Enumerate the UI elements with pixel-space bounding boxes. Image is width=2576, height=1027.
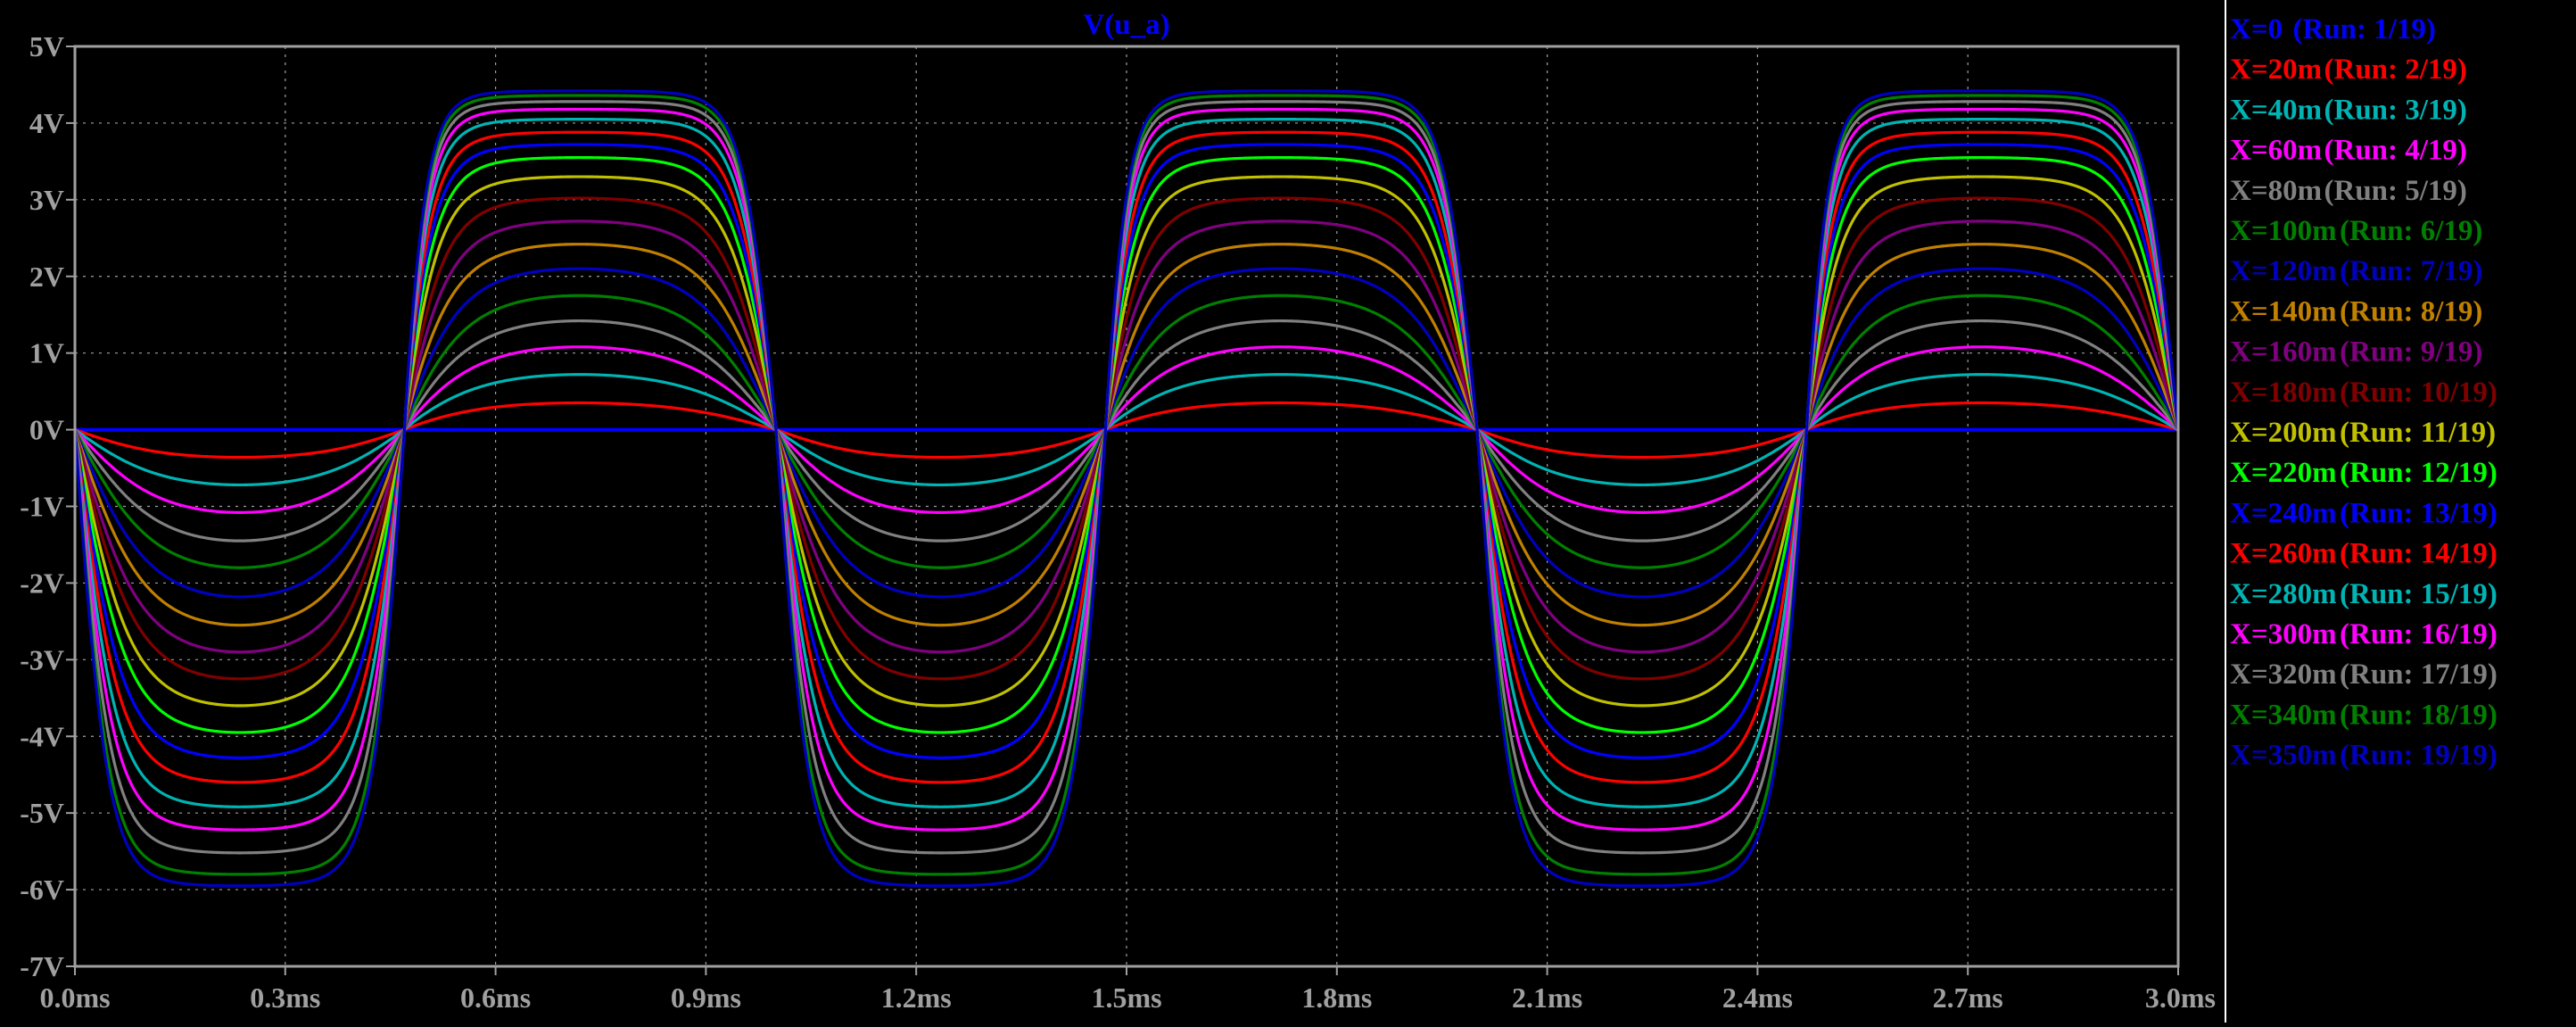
legend-entry-run: (Run: 9/19) xyxy=(2340,336,2482,369)
legend-entry-run: (Run: 15/19) xyxy=(2340,578,2498,610)
x-tick-label: 1.2ms xyxy=(881,981,952,1014)
x-tick-label: 2.4ms xyxy=(1722,981,1793,1014)
legend-entry-run: (Run: 7/19) xyxy=(2340,255,2482,287)
x-tick-label: 1.5ms xyxy=(1091,981,1161,1014)
series-line xyxy=(73,143,2180,759)
legend-entry-name: X=20m xyxy=(2230,54,2322,86)
legend-entry-run: (Run: 10/19) xyxy=(2340,377,2498,409)
y-tick-label: 4V xyxy=(29,107,64,139)
series-line xyxy=(73,107,2180,832)
legend-entry-run: (Run: 19/19) xyxy=(2340,740,2498,772)
legend-entry-name: X=220m xyxy=(2230,457,2337,489)
legend-entry-name: X=100m xyxy=(2230,215,2337,247)
legend-entry-run: (Run: 3/19) xyxy=(2324,94,2467,126)
y-tick-label: 5V xyxy=(29,30,64,62)
legend-entry-name: X=260m xyxy=(2230,538,2337,570)
legend-background xyxy=(2226,0,2576,1023)
series-line xyxy=(73,118,2180,808)
y-tick-label: -6V xyxy=(20,874,64,906)
y-tick-label: -3V xyxy=(20,643,64,675)
legend-entry-run: (Run: 4/19) xyxy=(2324,135,2467,167)
y-tick-label: 3V xyxy=(29,184,64,216)
waveform-plot[interactable]: 0.0ms 0.3ms 0.6ms 0.9ms 1.2ms 1.5ms 1.8ms 2.1ms… xyxy=(0,0,2225,1023)
legend-entry-name: X=200m xyxy=(2230,417,2337,449)
legend-entry-run: (Run: 12/19) xyxy=(2340,457,2498,489)
y-tick-label: 0V xyxy=(29,414,64,446)
y-tick-label: 1V xyxy=(29,337,64,369)
series-line xyxy=(73,155,2180,734)
legend-entry-run: (Run: 16/19) xyxy=(2340,618,2498,650)
y-tick-label: -2V xyxy=(20,567,64,599)
legend-entry-name: X=160m xyxy=(2230,336,2337,369)
legend-entry-name: X=80m xyxy=(2230,175,2322,207)
x-tick-label: 2.7ms xyxy=(1933,981,2003,1014)
legend-entry-name: X=180m xyxy=(2230,377,2337,409)
series-line xyxy=(73,243,2180,627)
series-line xyxy=(74,373,2179,487)
x-tick-label: 0.0ms xyxy=(39,981,110,1014)
legend-entry-name: X=40m xyxy=(2230,94,2322,126)
legend-entry-name: X=300m xyxy=(2230,618,2337,650)
legend-entry-name: X=350m xyxy=(2230,740,2337,772)
legend-entry-name: X=320m xyxy=(2230,658,2337,691)
series-line xyxy=(73,130,2180,784)
legend-entry-name: X=140m xyxy=(2230,295,2337,327)
y-tick-label: -7V xyxy=(20,950,64,982)
axis-ticks: 0.0ms 0.3ms 0.6ms 0.9ms 1.2ms 1.5ms 1.8ms 2.1ms… xyxy=(20,30,2216,1014)
series-line xyxy=(73,294,2180,569)
y-tick-label: 2V xyxy=(29,261,64,293)
x-tick-label: 0.3ms xyxy=(250,981,320,1014)
legend-entry-run: (Run: 17/19) xyxy=(2340,658,2498,691)
y-tick-label: -5V xyxy=(20,797,64,829)
x-tick-label: 1.8ms xyxy=(1301,981,1372,1014)
legend-entry-run: (Run: 11/19) xyxy=(2340,417,2496,449)
legend-entry-run: (Run: 1/19) xyxy=(2293,13,2436,46)
legend-entry-name: X=340m xyxy=(2230,699,2337,731)
legend-entry-run: (Run: 18/19) xyxy=(2340,699,2498,731)
y-tick-label: -4V xyxy=(20,720,64,752)
plot-background xyxy=(0,0,2225,1023)
legend-entry-run: (Run: 5/19) xyxy=(2324,175,2467,207)
legend-panel: X=0 (Run: 1/19) X=20m (Run: 2/19) X=40m (Run:… xyxy=(2225,0,2576,1023)
series-line xyxy=(73,267,2180,599)
legend-entry-run: (Run: 2/19) xyxy=(2324,54,2467,86)
x-tick-label: 0.9ms xyxy=(671,981,741,1014)
legend-entry-run: (Run: 13/19) xyxy=(2340,497,2498,529)
legend-entry-run: (Run: 6/19) xyxy=(2340,215,2482,247)
x-tick-label: 0.6ms xyxy=(460,981,531,1014)
x-tick-label: 3.0ms xyxy=(2145,981,2216,1014)
series-line xyxy=(74,401,2179,460)
legend-entry-run: (Run: 14/19) xyxy=(2340,538,2498,570)
legend-entry-name: X=120m xyxy=(2230,255,2337,287)
series-line xyxy=(73,345,2180,514)
x-tick-label: 2.1ms xyxy=(1512,981,1582,1014)
legend-entry-run: (Run: 8/19) xyxy=(2340,295,2482,327)
series-lines xyxy=(73,89,2180,888)
series-line xyxy=(73,219,2180,654)
series-line xyxy=(73,319,2180,542)
legend: X=0 (Run: 1/19)X=20m (Run: 2/19)X=40m (Run:… xyxy=(2226,0,2576,1023)
legend-entry-name: X=240m xyxy=(2230,497,2337,529)
series-line xyxy=(73,175,2180,708)
series-line xyxy=(73,89,2180,888)
legend-entry-name: X=0 xyxy=(2230,13,2283,46)
y-tick-label: -1V xyxy=(20,491,64,523)
legend-entry-name: X=280m xyxy=(2230,578,2337,610)
chart-title: V(u_a) xyxy=(1083,9,1169,41)
series-line xyxy=(73,196,2180,681)
legend-entry-name: X=60m xyxy=(2230,135,2322,167)
